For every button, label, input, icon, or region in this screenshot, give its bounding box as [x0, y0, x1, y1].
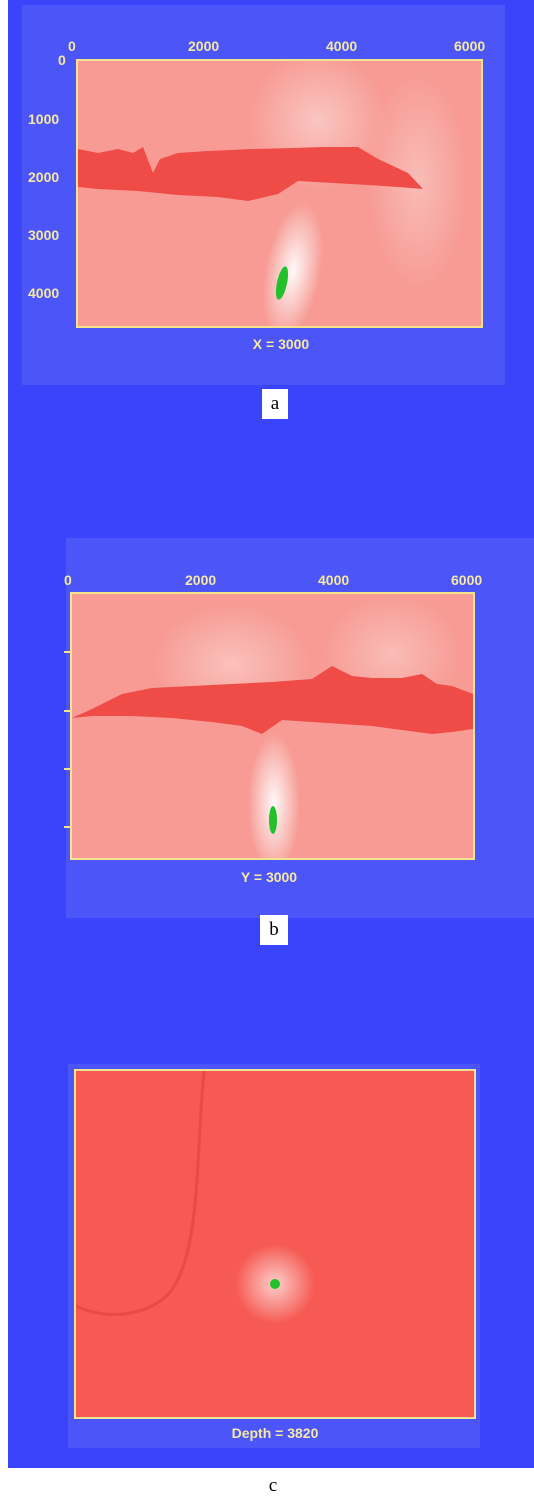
panel-b-image: [70, 592, 475, 860]
panel-b-letter: b: [260, 915, 288, 945]
panel-a-xtick-6000: 6000: [454, 38, 486, 54]
panel-c-letter: c: [258, 1471, 288, 1501]
panel-a-xtick-2000: 2000: [188, 38, 220, 54]
panel-b-xtick-4000: 4000: [318, 572, 350, 588]
panel-b-focus-spot: [269, 806, 277, 834]
panel-a-ytick-3000: 3000: [28, 227, 60, 243]
panel-a-xtick-0: 0: [68, 38, 76, 54]
panel-c-depth-slice: [76, 1071, 474, 1417]
panel-b-migration-image: [72, 594, 473, 858]
panel-a-ytick-1000: 1000: [28, 111, 60, 127]
panel-c-caption: Depth = 3820: [231, 1425, 319, 1441]
panel-a-image: [76, 59, 483, 328]
panel-a-focus-spot: [275, 266, 289, 300]
panel-b-ytick-mark: [64, 826, 70, 828]
panel-a-letter: a: [262, 389, 288, 419]
panel-b-xtick-2000: 2000: [185, 572, 217, 588]
panel-a-ytick-2000: 2000: [28, 169, 60, 185]
panel-c-focus-spot: [270, 1279, 280, 1289]
panel-b-caption: Y = 3000: [240, 869, 298, 885]
panel-b-ytick-mark: [64, 768, 70, 770]
panel-b-salt-body: [72, 666, 473, 734]
panel-a-ytick-0: 0: [58, 52, 66, 68]
panel-c-image: [74, 1069, 476, 1419]
panel-b-xtick-6000: 6000: [451, 572, 483, 588]
panel-a-ytick-4000: 4000: [28, 285, 60, 301]
panel-a-migration-image: [78, 61, 481, 326]
panel-b-ytick-mark: [64, 710, 70, 712]
panel-a-salt-body: [78, 147, 423, 201]
panel-a-xtick-4000: 4000: [326, 38, 358, 54]
panel-b-ytick-mark: [64, 651, 70, 653]
panel-a-caption: X = 3000: [252, 336, 310, 352]
panel-b-xtick-0: 0: [64, 572, 72, 588]
